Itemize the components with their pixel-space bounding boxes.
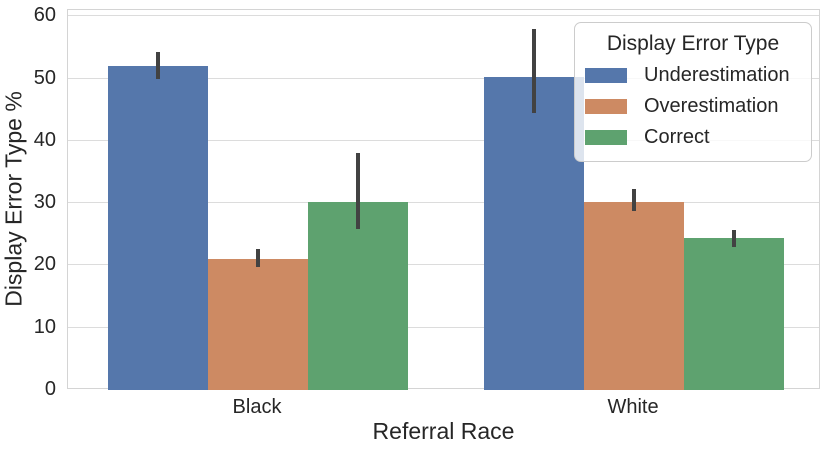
y-tick-label: 20 [33, 253, 56, 276]
legend-item: Overestimation [583, 91, 803, 122]
gridline [68, 326, 819, 328]
bar-underestimation-black [108, 66, 208, 390]
legend-item-label: Correct [644, 126, 710, 148]
error-bar [732, 229, 736, 247]
error-bar [156, 51, 160, 79]
gridline [68, 264, 819, 266]
x-axis-label: Referral Race [372, 418, 515, 444]
legend-items: Underestimation Overestimation Correct [583, 60, 803, 153]
bar-underestimation-white [484, 77, 584, 390]
error-bar [256, 248, 260, 268]
bar-overestimation-white [584, 201, 684, 390]
legend-title: Display Error Type [606, 32, 780, 55]
y-tick-label: 30 [33, 191, 56, 214]
error-bar [632, 189, 636, 212]
error-bar [532, 29, 536, 113]
y-tick-label: 50 [33, 66, 56, 89]
gridline [68, 202, 819, 204]
bar-correct-black [308, 201, 408, 390]
legend-swatch-underestimation [585, 68, 627, 83]
bar-overestimation-black [208, 259, 308, 390]
legend-item-label: Overestimation [644, 95, 779, 117]
y-tick-label: 0 [44, 378, 56, 400]
legend: Display Error Type Underestimation Overes… [574, 22, 812, 162]
legend-item-label: Underestimation [644, 64, 790, 86]
legend-swatch-correct [585, 130, 627, 145]
y-tick-label: 60 [33, 4, 56, 27]
gridline [68, 139, 819, 141]
y-tick-label: 10 [33, 315, 56, 338]
gridline [68, 15, 819, 17]
gridline [68, 77, 819, 79]
legend-item: Underestimation [583, 60, 803, 91]
legend-item: Correct [583, 122, 803, 153]
y-tick-label: 40 [33, 128, 56, 151]
error-bar [356, 153, 360, 230]
x-tick-label: Black [232, 396, 282, 418]
legend-swatch-overestimation [585, 99, 627, 114]
x-tick-label: White [607, 396, 659, 418]
bar-correct-white [684, 238, 784, 390]
